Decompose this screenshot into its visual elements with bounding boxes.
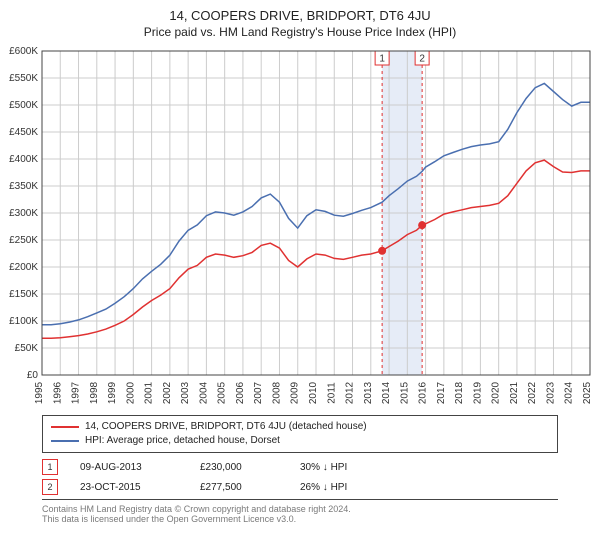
- x-tick-label: 2019: [472, 381, 483, 404]
- x-tick-label: 2008: [271, 381, 282, 404]
- legend-swatch-property: [51, 426, 79, 428]
- y-tick-label: £100K: [9, 316, 38, 327]
- x-tick-label: 1997: [71, 381, 82, 404]
- legend-label-hpi: HPI: Average price, detached house, Dors…: [85, 434, 280, 448]
- footer-line-1: Contains HM Land Registry data © Crown c…: [42, 504, 558, 514]
- y-tick-label: £250K: [9, 235, 38, 246]
- x-tick-label: 2000: [125, 381, 136, 404]
- x-tick-label: 2010: [308, 381, 319, 404]
- x-tick-label: 2025: [582, 381, 593, 404]
- x-tick-label: 1998: [89, 381, 100, 404]
- x-tick-label: 2004: [198, 381, 209, 404]
- sale-callout-number: 1: [379, 54, 385, 65]
- sale-index-box: 2: [42, 479, 58, 495]
- x-tick-label: 2021: [509, 381, 520, 404]
- legend: 14, COOPERS DRIVE, BRIDPORT, DT6 4JU (de…: [42, 415, 558, 453]
- page-subtitle: Price paid vs. HM Land Registry's House …: [6, 25, 594, 39]
- y-tick-label: £600K: [9, 46, 38, 57]
- x-tick-label: 2009: [290, 381, 301, 404]
- sale-hpi-diff: 30% ↓ HPI: [300, 462, 420, 473]
- sale-date: 09-AUG-2013: [80, 462, 200, 473]
- x-tick-label: 1995: [34, 381, 45, 404]
- sale-hpi-diff: 26% ↓ HPI: [300, 482, 420, 493]
- y-tick-label: £300K: [9, 208, 38, 219]
- y-tick-label: £0: [27, 370, 39, 381]
- x-tick-label: 2014: [381, 381, 392, 404]
- legend-label-property: 14, COOPERS DRIVE, BRIDPORT, DT6 4JU (de…: [85, 420, 367, 434]
- y-tick-label: £150K: [9, 289, 38, 300]
- sale-callout-number: 2: [419, 54, 425, 65]
- legend-item-hpi: HPI: Average price, detached house, Dors…: [51, 434, 549, 448]
- x-tick-label: 2015: [399, 381, 410, 404]
- x-tick-label: 2007: [253, 381, 264, 404]
- legend-item-property: 14, COOPERS DRIVE, BRIDPORT, DT6 4JU (de…: [51, 420, 549, 434]
- x-tick-label: 2003: [180, 381, 191, 404]
- x-tick-label: 2002: [162, 381, 173, 404]
- legend-swatch-hpi: [51, 440, 79, 442]
- x-tick-label: 1999: [107, 381, 118, 404]
- x-tick-label: 2022: [527, 381, 538, 404]
- sale-date: 23-OCT-2015: [80, 482, 200, 493]
- sale-price: £277,500: [200, 482, 300, 493]
- y-tick-label: £500K: [9, 100, 38, 111]
- sales-row: 2 23-OCT-2015 £277,500 26% ↓ HPI: [42, 479, 558, 495]
- sale-index-box: 1: [42, 459, 58, 475]
- x-tick-label: 2023: [545, 381, 556, 404]
- x-tick-label: 2024: [564, 381, 575, 404]
- page-title: 14, COOPERS DRIVE, BRIDPORT, DT6 4JU: [6, 8, 594, 23]
- y-tick-label: £50K: [15, 343, 39, 354]
- sales-table: 1 09-AUG-2013 £230,000 30% ↓ HPI 2 23-OC…: [42, 459, 558, 495]
- x-tick-label: 1996: [52, 381, 63, 404]
- x-tick-label: 2017: [436, 381, 447, 404]
- x-tick-label: 2006: [235, 381, 246, 404]
- x-tick-label: 2011: [326, 382, 337, 404]
- sale-point-marker: [378, 247, 386, 255]
- attribution-footer: Contains HM Land Registry data © Crown c…: [42, 499, 558, 524]
- y-tick-label: £350K: [9, 181, 38, 192]
- y-tick-label: £200K: [9, 262, 38, 273]
- x-tick-label: 2016: [418, 381, 429, 404]
- sale-point-marker: [418, 221, 426, 229]
- y-tick-label: £450K: [9, 127, 38, 138]
- x-tick-label: 2012: [345, 381, 356, 404]
- chart-svg: £0 £50K £100K £150K £200K £250K £300K £350K £400…: [0, 41, 600, 409]
- sale-price: £230,000: [200, 462, 300, 473]
- footer-line-2: This data is licensed under the Open Gov…: [42, 514, 558, 524]
- sales-row: 1 09-AUG-2013 £230,000 30% ↓ HPI: [42, 459, 558, 475]
- x-tick-label: 2013: [363, 381, 374, 404]
- y-tick-label: £550K: [9, 73, 38, 84]
- x-tick-label: 2018: [454, 381, 465, 404]
- x-tick-label: 2020: [491, 381, 502, 404]
- price-chart: £0 £50K £100K £150K £200K £250K £300K £350K £400…: [0, 41, 600, 409]
- x-tick-label: 2001: [144, 381, 155, 404]
- y-tick-label: £400K: [9, 154, 38, 165]
- x-tick-label: 2005: [217, 381, 228, 404]
